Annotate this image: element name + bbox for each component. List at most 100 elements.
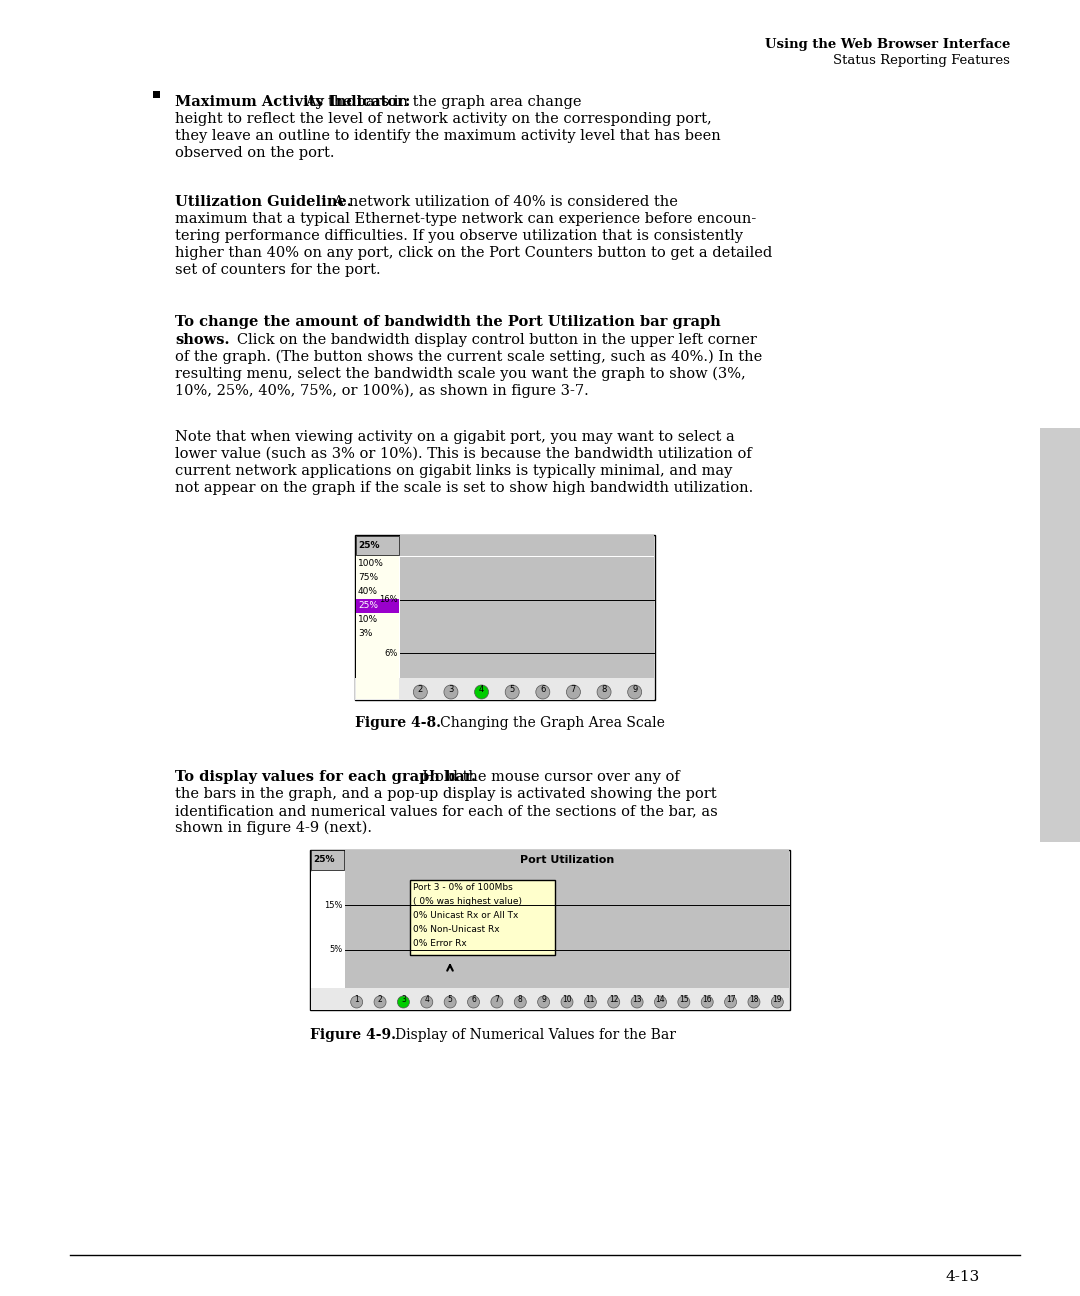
Text: Status Reporting Features: Status Reporting Features — [833, 54, 1010, 67]
Text: height to reflect the level of network activity on the corresponding port,: height to reflect the level of network a… — [175, 111, 712, 126]
Text: 100%: 100% — [357, 559, 383, 568]
Text: 16: 16 — [702, 994, 712, 1003]
Circle shape — [631, 997, 643, 1008]
Text: 25%: 25% — [313, 855, 335, 864]
Circle shape — [414, 686, 428, 699]
Text: current network applications on gigabit links is typically minimal, and may: current network applications on gigabit … — [175, 464, 732, 478]
Text: 0% Non-Unicast Rx: 0% Non-Unicast Rx — [413, 925, 500, 934]
Circle shape — [536, 686, 550, 699]
Text: Display of Numerical Values for the Bar: Display of Numerical Values for the Bar — [382, 1028, 676, 1042]
Circle shape — [584, 997, 596, 1008]
Text: 14: 14 — [656, 994, 665, 1003]
Text: Maximum Activity Indicator:: Maximum Activity Indicator: — [175, 95, 410, 109]
Bar — [310, 850, 789, 1010]
Text: 0% Error Rx: 0% Error Rx — [413, 940, 467, 947]
Text: 17: 17 — [726, 994, 735, 1003]
Circle shape — [444, 686, 458, 699]
Text: 6%: 6% — [384, 648, 399, 657]
Text: 3: 3 — [448, 684, 454, 693]
Text: 10: 10 — [563, 994, 571, 1003]
Text: 5: 5 — [448, 994, 453, 1003]
Text: Figure 4-9.: Figure 4-9. — [310, 1028, 396, 1042]
Text: Using the Web Browser
Interface: Using the Web Browser Interface — [1047, 648, 1074, 813]
Circle shape — [608, 997, 620, 1008]
Text: A network utilization of 40% is considered the: A network utilization of 40% is consider… — [329, 194, 678, 209]
Circle shape — [374, 997, 386, 1008]
Bar — [355, 678, 654, 700]
Text: 15%: 15% — [324, 901, 343, 910]
Text: they leave an outline to identify the maximum activity level that has been: they leave an outline to identify the ma… — [175, 130, 720, 143]
Text: 2: 2 — [378, 994, 382, 1003]
Text: shown in figure 4-9 (next).: shown in figure 4-9 (next). — [175, 820, 372, 836]
Bar — [345, 850, 789, 870]
Text: 25%: 25% — [357, 601, 378, 610]
Bar — [400, 557, 654, 678]
Text: of the graph. (The button shows the current scale setting, such as 40%.) In the: of the graph. (The button shows the curr… — [175, 350, 762, 364]
Text: 7: 7 — [570, 684, 576, 693]
Text: set of counters for the port.: set of counters for the port. — [175, 263, 380, 277]
Circle shape — [678, 997, 690, 1008]
Text: 12: 12 — [609, 994, 619, 1003]
Bar — [311, 850, 345, 870]
Text: identification and numerical values for each of the sections of the bar, as: identification and numerical values for … — [175, 804, 718, 818]
Text: 25%: 25% — [357, 540, 379, 550]
Bar — [345, 870, 789, 988]
Text: 18: 18 — [750, 994, 758, 1003]
Text: 40%: 40% — [357, 587, 378, 596]
Circle shape — [421, 997, 433, 1008]
Text: 3: 3 — [401, 994, 406, 1003]
Text: As the bars in the graph area change: As the bars in the graph area change — [305, 95, 581, 109]
Text: 9: 9 — [632, 684, 637, 693]
Text: Changing the Graph Area Scale: Changing the Graph Area Scale — [427, 715, 665, 730]
Circle shape — [351, 997, 363, 1008]
Text: 4: 4 — [424, 994, 429, 1003]
Bar — [311, 988, 789, 1010]
Circle shape — [627, 686, 642, 699]
Text: Click on the bandwidth display control button in the upper left corner: Click on the bandwidth display control b… — [222, 333, 757, 347]
Bar — [356, 537, 399, 699]
Text: higher than 40% on any port, click on the Port Counters button to get a detailed: higher than 40% on any port, click on th… — [175, 246, 772, 260]
Text: Hold the mouse cursor over any of: Hold the mouse cursor over any of — [413, 770, 679, 784]
Text: 8: 8 — [518, 994, 523, 1003]
Text: 6: 6 — [540, 684, 545, 693]
Text: Using the Web Browser Interface: Using the Web Browser Interface — [765, 38, 1010, 51]
Circle shape — [491, 997, 503, 1008]
Text: not appear on the graph if the scale is set to show high bandwidth utilization.: not appear on the graph if the scale is … — [175, 481, 753, 495]
Circle shape — [514, 997, 526, 1008]
Text: lower value (such as 3% or 10%). This is because the bandwidth utilization of: lower value (such as 3% or 10%). This is… — [175, 447, 752, 461]
Circle shape — [444, 997, 456, 1008]
Text: 13: 13 — [632, 994, 642, 1003]
Text: 5: 5 — [510, 684, 515, 693]
Bar — [356, 599, 399, 613]
Text: shows.: shows. — [175, 333, 229, 347]
Circle shape — [654, 997, 666, 1008]
Text: observed on the port.: observed on the port. — [175, 146, 335, 159]
Text: To change the amount of bandwidth the Port Utilization bar graph: To change the amount of bandwidth the Po… — [175, 315, 720, 329]
Text: 10%: 10% — [357, 616, 378, 623]
Text: To display values for each graph bar.: To display values for each graph bar. — [175, 770, 476, 784]
Text: 15: 15 — [679, 994, 689, 1003]
Circle shape — [561, 997, 573, 1008]
Circle shape — [701, 997, 713, 1008]
Text: 2: 2 — [418, 684, 423, 693]
Text: 11: 11 — [585, 994, 595, 1003]
Text: Utilization Guideline.: Utilization Guideline. — [175, 194, 352, 209]
Circle shape — [538, 997, 550, 1008]
Text: 1: 1 — [354, 994, 359, 1003]
Text: 10%, 25%, 40%, 75%, or 100%), as shown in figure 3-7.: 10%, 25%, 40%, 75%, or 100%), as shown i… — [175, 384, 589, 398]
Bar — [400, 535, 654, 556]
Text: ( 0% was highest value): ( 0% was highest value) — [413, 897, 522, 906]
Text: 16%: 16% — [379, 595, 399, 604]
Text: 0% Unicast Rx or All Tx: 0% Unicast Rx or All Tx — [413, 911, 518, 920]
Circle shape — [468, 997, 480, 1008]
Text: maximum that a typical Ethernet-type network can experience before encoun-: maximum that a typical Ethernet-type net… — [175, 213, 756, 226]
Bar — [355, 535, 654, 700]
Circle shape — [597, 686, 611, 699]
Circle shape — [748, 997, 760, 1008]
Bar — [153, 91, 160, 98]
Bar — [356, 537, 399, 555]
Text: 8: 8 — [602, 684, 607, 693]
Text: 6: 6 — [471, 994, 476, 1003]
Circle shape — [397, 997, 409, 1008]
Text: Port Utilization: Port Utilization — [519, 855, 615, 864]
